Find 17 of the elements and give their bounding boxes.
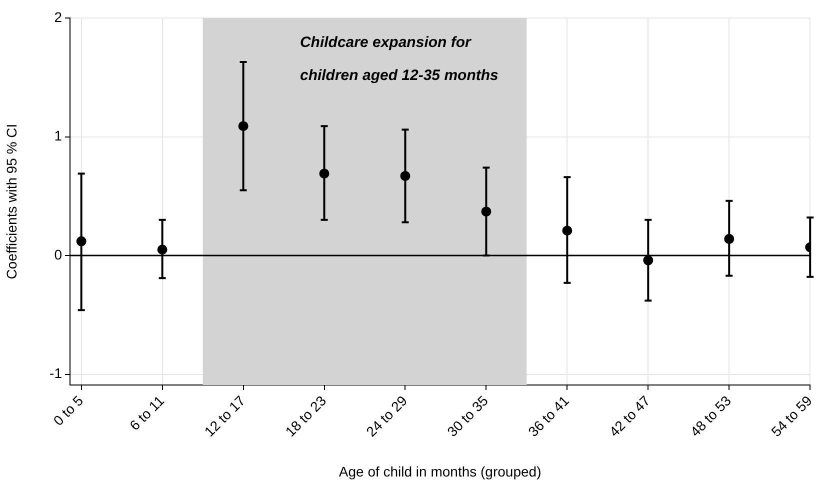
x-tick-label: 36 to 41 — [524, 392, 572, 440]
x-axis-title: Age of child in months (grouped) — [338, 463, 542, 480]
y-tick-label: 1 — [54, 128, 62, 144]
x-tick-label: 30 to 35 — [444, 392, 492, 440]
y-tick-label: 0 — [54, 246, 62, 262]
y-axis-title: Coefficients with 95 % CI — [3, 124, 20, 280]
x-tick-label: 54 to 59 — [768, 392, 816, 440]
y-tick-label: 2 — [54, 8, 62, 25]
x-tick-label: 48 to 53 — [686, 392, 734, 440]
x-tick-label: 6 to 11 — [126, 392, 168, 434]
x-tick-label: 12 to 17 — [201, 392, 248, 440]
band-label: Childcare expansion for children aged 12-35 months — [300, 34, 498, 84]
x-tick-label: 0 to 5 — [50, 392, 86, 429]
x-tick-label: 24 to 29 — [362, 392, 410, 440]
y-tick-label: -1 — [50, 365, 62, 382]
x-tick-label: 18 to 23 — [282, 392, 330, 440]
x-tick-label: 42 to 47 — [606, 392, 654, 440]
